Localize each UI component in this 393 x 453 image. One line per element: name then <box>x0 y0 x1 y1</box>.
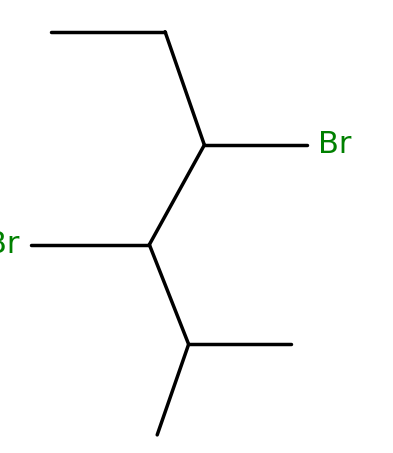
Text: Br: Br <box>318 130 352 159</box>
Text: Br: Br <box>0 230 20 259</box>
